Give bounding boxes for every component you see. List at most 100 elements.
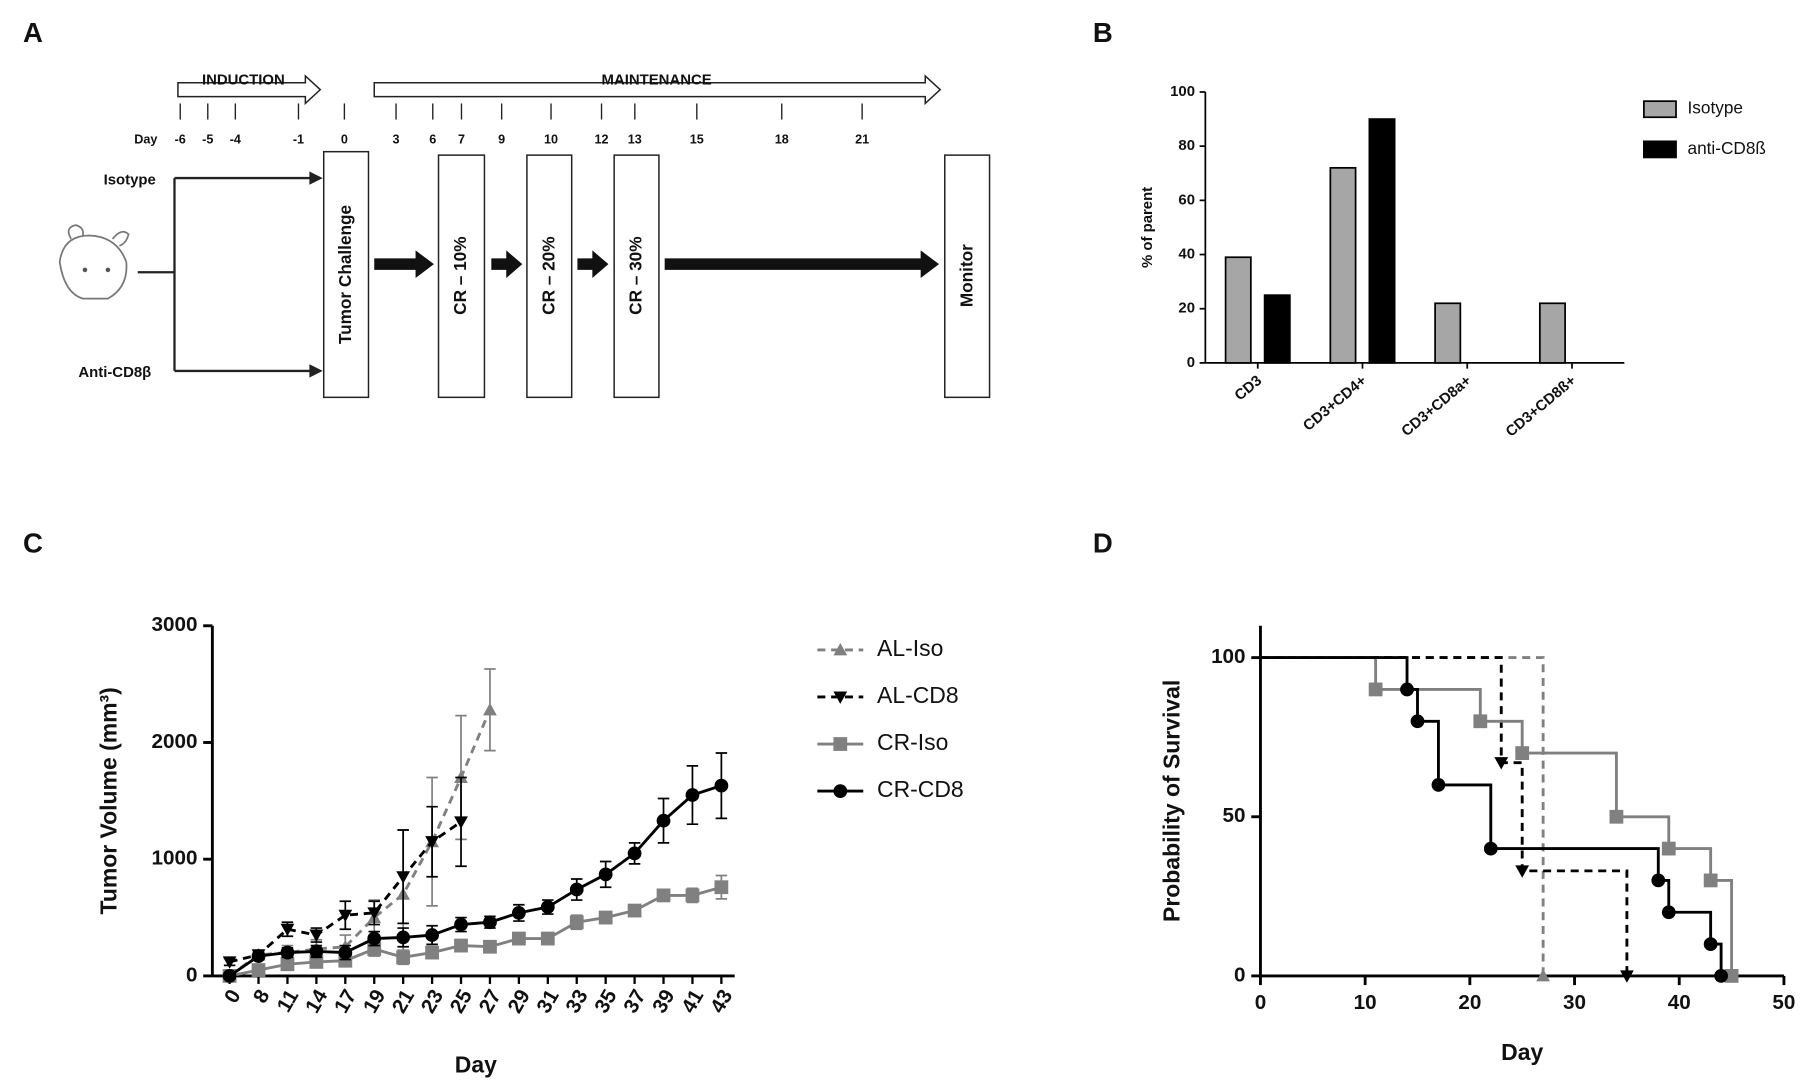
- marker: [1714, 969, 1728, 983]
- bar: [1224, 256, 1252, 364]
- day-number: 21: [855, 133, 869, 147]
- x-tick-label: 19: [359, 986, 390, 1017]
- group-label: Anti-CD8β: [78, 364, 151, 381]
- x-tick-label: CD3: [1231, 372, 1265, 404]
- marker: [714, 880, 729, 895]
- day-number: 12: [595, 133, 609, 147]
- x-tick-label: CD3+CD8ß+: [1502, 372, 1579, 441]
- marker: [483, 915, 497, 930]
- x-tick-label: 10: [1354, 991, 1377, 1014]
- marker: [483, 702, 497, 716]
- marker: [222, 956, 237, 969]
- x-tick-label: 0: [220, 986, 246, 1007]
- mouse-eye: [82, 267, 88, 273]
- marker: [280, 945, 295, 960]
- x-tick-label: CD3+CD4+: [1300, 372, 1370, 435]
- phase-label: INDUCTION: [202, 71, 285, 88]
- marker: [222, 969, 237, 983]
- marker: [569, 915, 584, 930]
- x-axis-label: Day: [1501, 1039, 1543, 1065]
- box: [322, 150, 370, 399]
- day-label: Day: [134, 133, 157, 147]
- x-tick-label: 33: [561, 986, 592, 1017]
- legend-label: CR-Iso: [877, 729, 948, 755]
- y-axis-label: Probability of Survival: [1158, 680, 1184, 922]
- x-tick-label: CD3+CD8a+: [1398, 372, 1475, 440]
- legend-label: AL-Iso: [877, 635, 943, 661]
- marker: [627, 846, 642, 861]
- y-tick-label: 40: [1178, 245, 1195, 262]
- mouse-icon: [58, 224, 130, 300]
- mouse-eye: [105, 267, 111, 273]
- series-line: [229, 820, 462, 964]
- marker: [1724, 969, 1739, 983]
- x-tick-label: 41: [677, 986, 708, 1017]
- bar: [1368, 118, 1396, 364]
- marker: [833, 784, 848, 798]
- survival-curve: [1260, 656, 1545, 976]
- day-number: 7: [458, 133, 465, 147]
- y-tick-label: 100: [1211, 645, 1245, 668]
- marker: [833, 643, 848, 656]
- marker: [396, 930, 411, 945]
- marker: [309, 955, 324, 969]
- x-tick-label: 14: [301, 985, 333, 1017]
- legend-label: AL-CD8: [877, 682, 959, 708]
- marker: [251, 949, 266, 963]
- x-tick-label: 20: [1458, 991, 1481, 1014]
- marker: [280, 923, 295, 937]
- x-tick-label: 21: [388, 986, 419, 1017]
- x-tick-label: 23: [417, 986, 448, 1017]
- marker: [280, 957, 295, 972]
- marker: [251, 963, 266, 977]
- box-label: Tumor Challenge: [335, 205, 355, 344]
- group-lines: [137, 176, 313, 373]
- marker: [396, 950, 411, 965]
- bar: [1434, 302, 1462, 364]
- marker: [1410, 714, 1425, 729]
- legend-label: CR-CD8: [877, 776, 964, 802]
- legend-label: anti-CD8ß: [1688, 138, 1766, 158]
- marker: [598, 910, 613, 925]
- marker: [454, 938, 468, 953]
- legend-swatch: [1643, 100, 1677, 119]
- marker: [425, 928, 439, 942]
- x-tick-label: 30: [1563, 991, 1586, 1014]
- day-number: -5: [202, 133, 213, 147]
- marker: [1515, 746, 1530, 760]
- survival-curve: [1260, 656, 1734, 976]
- y-tick-label: 60: [1178, 191, 1195, 208]
- day-number: -1: [293, 133, 304, 147]
- box: [526, 154, 573, 399]
- x-tick-label: 25: [446, 986, 477, 1017]
- box: [613, 154, 660, 399]
- marker: [309, 929, 324, 942]
- x-tick-label: 37: [619, 986, 650, 1017]
- day-number: 6: [429, 133, 436, 147]
- x-tick-label: 50: [1772, 991, 1795, 1014]
- marker: [1483, 841, 1498, 856]
- marker: [1400, 682, 1414, 697]
- marker: [540, 931, 555, 946]
- marker: [425, 836, 439, 849]
- y-tick-label: 50: [1223, 804, 1246, 827]
- panel-label: C: [23, 528, 43, 559]
- marker: [483, 939, 497, 954]
- day-number: 15: [690, 133, 704, 147]
- marker: [1609, 809, 1624, 824]
- panel-label: A: [23, 17, 43, 48]
- maintenance-arrow: [373, 74, 942, 106]
- y-tick-label: 0: [1187, 354, 1195, 371]
- x-tick-label: 39: [648, 986, 679, 1017]
- marker: [338, 909, 353, 923]
- phase-label: MAINTENANCE: [602, 71, 712, 88]
- marker: [367, 931, 382, 946]
- x-tick-label: 0: [1255, 991, 1267, 1014]
- day-number: -4: [230, 133, 241, 147]
- y-tick-label: 20: [1178, 300, 1195, 317]
- day-number: 9: [498, 133, 505, 147]
- x-axis-label: Day: [455, 1052, 497, 1078]
- marker: [1473, 714, 1488, 729]
- bar: [1263, 294, 1291, 364]
